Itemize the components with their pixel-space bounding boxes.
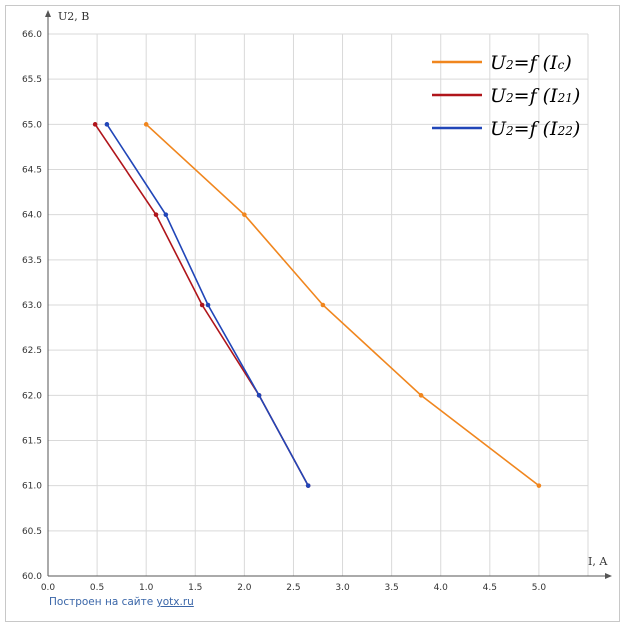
y-tick-label: 60.5 [22,527,42,537]
y-tick-label: 64.0 [22,211,42,221]
x-tick-label: 4.5 [483,583,497,593]
y-axis-arrow [45,10,51,17]
y-tick-label: 65.5 [22,75,42,85]
data-point [536,483,542,488]
x-tick-label: 1.0 [139,583,154,593]
site-credit: Построен на сайте yotx.ru [49,596,194,608]
x-tick-label: 5.0 [532,583,547,593]
x-tick-label: 3.0 [335,583,350,593]
y-tick-label: 63.0 [22,301,42,311]
credit-prefix: Построен на сайте [49,596,157,608]
data-point [320,302,326,308]
series-layer [92,122,542,488]
y-tick-label: 61.5 [22,437,42,447]
x-axis-arrow [605,573,612,579]
data-point [104,122,110,127]
data-point [199,302,205,308]
chart-frame [5,5,620,622]
data-point [256,393,262,398]
y-tick-label: 66.0 [22,30,42,40]
y-tick-label: 61.0 [22,482,42,492]
data-point [305,483,311,488]
data-point [418,393,424,398]
legend-label-1: U2=f (Ic) [490,52,572,74]
x-tick-label: 0.5 [90,583,104,593]
data-point [163,212,169,217]
legend-label-2: U2=f (I21) [490,85,580,107]
y-tick-label: 60.0 [22,572,42,582]
x-tick-label: 2.0 [237,583,252,593]
data-point [205,302,211,308]
x-tick-label: 4.0 [434,583,449,593]
x-tick-label: 1.5 [188,583,202,593]
y-tick-label: 62.5 [22,346,42,356]
data-point [153,212,159,217]
data-point [143,122,149,127]
legend-label-3: U2=f (I22) [490,118,580,140]
x-tick-label: 3.5 [384,583,398,593]
data-point [92,122,98,127]
y-tick-label: 63.5 [22,256,42,266]
axes: 0.0 0.5 1.0 1.5 2.0 2.5 3.0 3.5 4.0 4.5 5.0 60.0 60.… [22,10,612,593]
credit-link[interactable]: yotx.ru [156,596,194,608]
y-tick-label: 62.0 [22,391,42,401]
x-tick-label: 0.0 [41,583,56,593]
y-axis-title: U2, B [58,10,89,23]
y-tick-label: 65.0 [22,120,42,130]
legend: U2=f (Ic) U2=f (I21) U2=f (I22) [432,52,580,140]
y-tick-label: 64.5 [22,166,42,176]
x-axis-title: I, A [588,555,608,568]
data-point [242,212,247,217]
x-tick-label: 2.5 [286,583,300,593]
grid [48,33,589,576]
